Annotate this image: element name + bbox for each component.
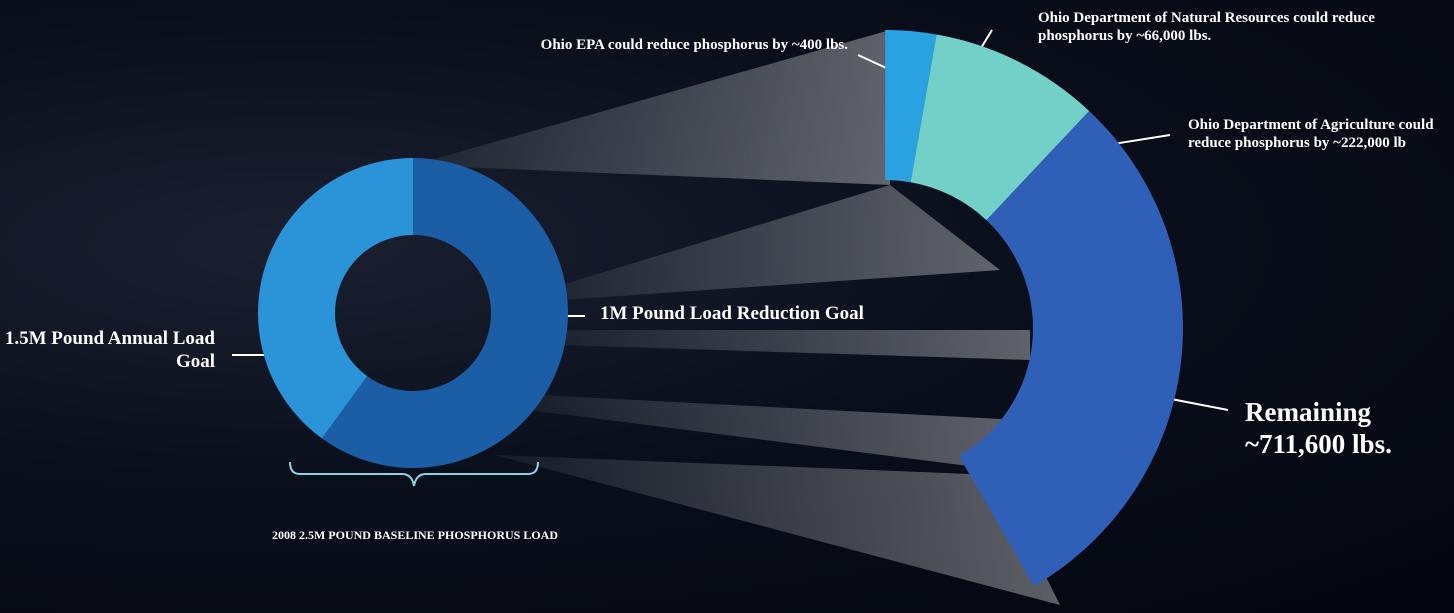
slice-label: Ohio Department of Natural Resources cou… <box>1038 10 1375 44</box>
annotation: 2008 2.5M POUND BASELINE PHOSPHORUS LOAD <box>271 528 559 542</box>
slice <box>258 158 413 439</box>
slice <box>321 158 568 469</box>
slice-label: 1.5M Pound Annual Load Goal <box>4 328 215 372</box>
slice-label: Remaining ~711,600 lbs. <box>1245 397 1392 460</box>
slice <box>959 110 1183 587</box>
brace <box>289 461 539 487</box>
slice <box>910 34 1090 221</box>
slice <box>885 30 937 183</box>
slice-label: 1M Pound Load Reduction Goal <box>600 303 864 324</box>
funnel <box>413 30 1060 605</box>
slice-label: Ohio EPA could reduce phosphorus by ~400… <box>540 37 848 53</box>
slice-label: Ohio Department of Agriculture could red… <box>1188 117 1434 151</box>
